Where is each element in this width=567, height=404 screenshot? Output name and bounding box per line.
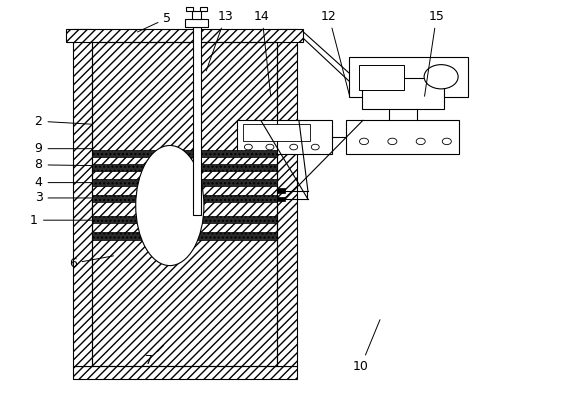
Bar xyxy=(192,11,201,19)
Text: 5: 5 xyxy=(137,12,171,32)
Bar xyxy=(185,19,208,27)
Text: 3: 3 xyxy=(35,191,92,204)
Text: 4: 4 xyxy=(35,176,92,189)
Bar xyxy=(277,188,285,193)
Circle shape xyxy=(388,138,397,145)
Circle shape xyxy=(416,138,425,145)
Bar xyxy=(237,120,332,154)
Text: 14: 14 xyxy=(254,10,270,96)
Bar xyxy=(92,216,277,223)
Text: 9: 9 xyxy=(35,142,92,155)
Bar xyxy=(362,78,444,109)
Bar xyxy=(92,164,277,171)
Bar xyxy=(73,29,92,366)
Bar xyxy=(92,232,277,240)
Text: 12: 12 xyxy=(321,10,350,96)
Circle shape xyxy=(290,144,298,150)
Ellipse shape xyxy=(136,145,204,265)
Bar xyxy=(277,29,297,366)
Circle shape xyxy=(311,144,319,150)
Bar xyxy=(243,124,310,141)
Text: 1: 1 xyxy=(30,214,92,227)
Text: 13: 13 xyxy=(206,10,234,71)
Bar xyxy=(349,57,468,97)
Bar xyxy=(92,42,277,366)
Bar xyxy=(92,150,277,157)
Text: 10: 10 xyxy=(353,320,380,373)
Text: 2: 2 xyxy=(35,115,92,128)
Circle shape xyxy=(442,138,451,145)
Text: 8: 8 xyxy=(35,158,92,171)
Circle shape xyxy=(266,144,274,150)
Bar xyxy=(73,366,297,379)
Bar xyxy=(193,27,201,215)
Bar xyxy=(92,179,277,186)
Circle shape xyxy=(359,138,369,145)
Text: 6: 6 xyxy=(69,256,113,270)
Circle shape xyxy=(424,65,458,89)
Bar xyxy=(66,29,303,42)
Bar xyxy=(92,42,277,366)
Circle shape xyxy=(244,144,252,150)
Bar xyxy=(92,194,277,202)
Bar xyxy=(92,42,277,366)
Bar xyxy=(359,65,404,90)
Bar xyxy=(187,7,193,11)
Text: 7: 7 xyxy=(145,345,164,367)
Bar xyxy=(346,120,459,154)
Text: 15: 15 xyxy=(425,10,445,96)
Bar xyxy=(200,7,207,11)
Bar xyxy=(277,197,285,201)
